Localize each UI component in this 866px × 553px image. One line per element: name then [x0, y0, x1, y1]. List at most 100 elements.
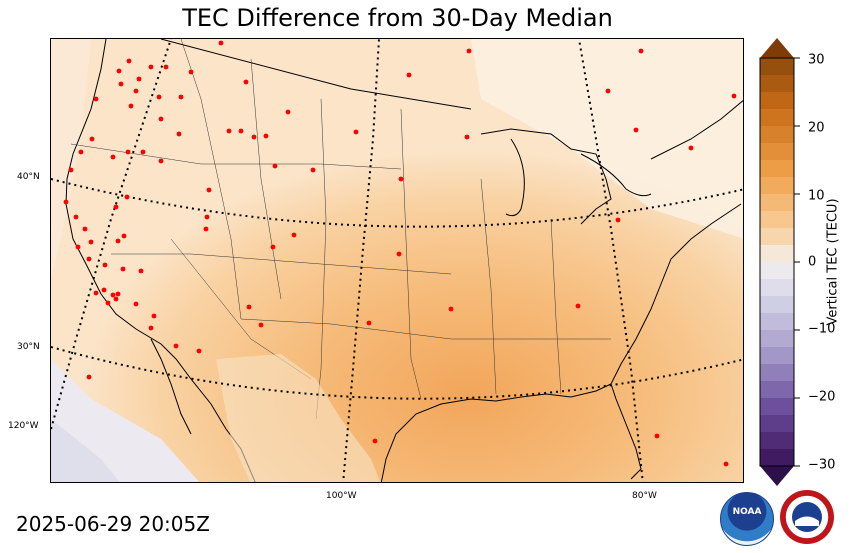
station-marker	[633, 127, 639, 133]
station-marker	[310, 167, 316, 173]
station-marker	[101, 287, 107, 293]
field-southwest-negative	[51, 419, 120, 482]
colorbar-band	[760, 160, 794, 178]
station-marker	[140, 149, 146, 155]
nws-logo	[780, 490, 834, 544]
station-marker	[151, 313, 157, 319]
noaa-logo-text: NOAA	[732, 507, 762, 517]
station-marker	[133, 88, 139, 94]
station-marker	[73, 214, 79, 220]
colorbar-tickmarks	[794, 57, 800, 467]
colorbar-tick-0: 0	[808, 254, 817, 270]
station-marker	[638, 48, 644, 54]
colorbar-tick-20: 20	[808, 120, 825, 136]
colorbar-band	[760, 126, 794, 144]
station-marker	[731, 93, 737, 99]
station-marker	[115, 238, 121, 244]
station-marker	[158, 158, 164, 164]
lat-label-30n: 30°N	[17, 342, 40, 352]
station-marker	[615, 217, 621, 223]
station-marker	[291, 232, 297, 238]
lon-label-100w: 100°W	[326, 491, 357, 501]
station-marker	[406, 72, 412, 78]
station-marker	[176, 131, 182, 137]
station-marker	[102, 262, 108, 268]
lon-label-80w: 80°W	[632, 491, 657, 501]
page-title: TEC Difference from 30-Day Median	[182, 4, 613, 32]
colorbar-band	[760, 194, 794, 212]
station-marker	[113, 296, 119, 302]
station-marker	[113, 204, 119, 210]
lat-label-40n: 40°N	[17, 172, 40, 182]
station-marker	[115, 291, 121, 297]
station-marker	[93, 96, 99, 102]
station-marker	[246, 304, 252, 310]
station-marker	[68, 167, 74, 173]
station-marker	[148, 325, 154, 331]
station-marker	[156, 94, 162, 100]
station-marker	[163, 64, 169, 70]
colorbar-band	[760, 228, 794, 246]
station-marker	[238, 128, 244, 134]
colorbar-frame	[759, 57, 795, 467]
colorbar-band	[760, 177, 794, 195]
station-marker	[688, 145, 694, 151]
station-marker	[226, 128, 232, 134]
station-marker	[110, 292, 116, 298]
station-marker	[204, 214, 210, 220]
station-marker	[218, 40, 224, 46]
station-marker	[372, 438, 378, 444]
station-marker	[138, 268, 144, 274]
colorbar-tick-neg30: −30	[808, 457, 836, 473]
station-marker	[78, 149, 84, 155]
station-marker	[110, 154, 116, 160]
field-northeast-pale	[471, 39, 743, 239]
colorbar-band	[760, 75, 794, 93]
colorbar-band	[760, 432, 794, 450]
colorbar-tick-neg20: −20	[808, 389, 836, 405]
station-marker	[158, 116, 164, 122]
station-marker	[366, 320, 372, 326]
station-marker	[263, 133, 269, 139]
station-marker	[272, 163, 278, 169]
lon-label-120w: 120°W	[8, 421, 39, 431]
colorbar-band	[760, 347, 794, 365]
station-marker	[285, 109, 291, 115]
station-marker	[398, 176, 404, 182]
nws-logo-emblem	[792, 502, 822, 532]
station-marker	[82, 226, 88, 232]
colorbar-band	[760, 58, 794, 76]
station-marker	[148, 64, 154, 70]
station-marker	[448, 306, 454, 312]
colorbar-label: Vertical TEC (TECU)	[825, 198, 841, 326]
station-marker	[605, 88, 611, 94]
station-marker	[464, 134, 470, 140]
station-marker	[86, 374, 92, 380]
station-marker	[124, 194, 130, 200]
station-marker	[466, 48, 472, 54]
graticule	[51, 39, 743, 482]
station-marker	[353, 129, 359, 135]
station-marker	[258, 322, 264, 328]
station-marker	[173, 343, 179, 349]
colorbar-band	[760, 109, 794, 127]
station-marker	[128, 103, 134, 109]
station-marker	[178, 94, 184, 100]
station-marker	[75, 244, 81, 250]
colorbar-band	[760, 449, 794, 467]
station-marker	[133, 301, 139, 307]
colorbar-tick-10: 10	[808, 188, 825, 204]
station-marker	[118, 81, 124, 87]
colorbar-band	[760, 415, 794, 433]
colorbar-band	[760, 262, 794, 280]
station-marker	[116, 68, 122, 74]
station-markers	[63, 40, 737, 467]
noaa-logo: NOAA	[720, 492, 774, 546]
station-marker	[243, 79, 249, 85]
station-marker	[105, 300, 111, 306]
station-marker	[120, 266, 126, 272]
station-marker	[575, 303, 581, 309]
station-marker	[88, 239, 94, 245]
station-marker	[188, 69, 194, 75]
station-marker	[270, 244, 276, 250]
